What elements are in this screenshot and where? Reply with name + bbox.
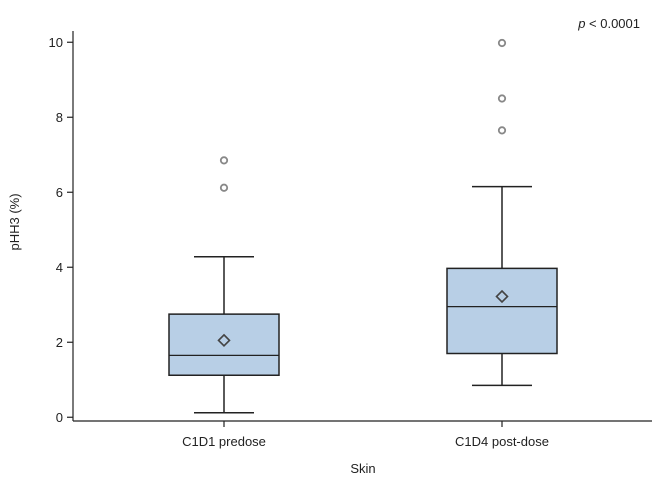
y-tick-label: 8: [56, 110, 63, 125]
p-value-annotation: p < 0.0001: [577, 16, 640, 31]
y-tick-label: 2: [56, 335, 63, 350]
x-tick-label: C1D4 post-dose: [455, 434, 549, 449]
iqr-box: [168, 313, 280, 376]
box-1: [168, 156, 280, 414]
iqr-box: [446, 267, 558, 355]
y-axis-label: pHH3 (%): [7, 193, 22, 250]
y-tick-label: 4: [56, 260, 63, 275]
y-tick-label: 6: [56, 185, 63, 200]
boxes: [168, 38, 558, 414]
outlier-point: [219, 156, 229, 165]
y-tick-label: 10: [49, 35, 63, 50]
x-tick-label: C1D1 predose: [182, 434, 266, 449]
outlier-point: [497, 126, 507, 135]
x-axis: C1D1 predose C1D4 post-dose: [73, 420, 652, 449]
y-tick-label: 0: [56, 410, 63, 425]
mean-marker: [217, 333, 231, 348]
outlier-point: [497, 38, 507, 48]
mean-marker: [495, 289, 509, 304]
x-axis-label: Skin: [350, 461, 375, 476]
outlier-point: [219, 183, 229, 192]
box-2: [446, 38, 558, 387]
outlier-point: [497, 94, 507, 103]
y-axis: 0 2 4 6 8 10: [49, 31, 74, 425]
